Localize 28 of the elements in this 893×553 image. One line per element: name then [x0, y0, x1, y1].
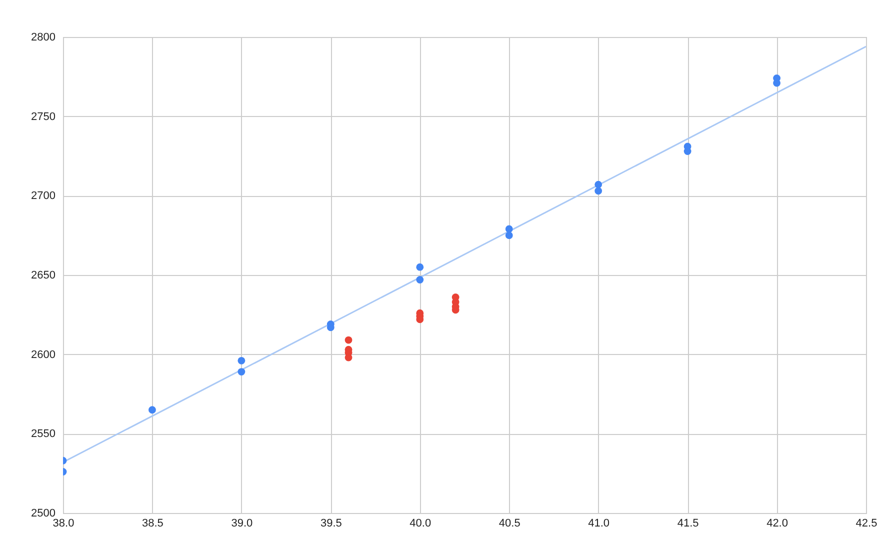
x-tick-label: 42.5 [856, 518, 878, 530]
x-tick-label: 40.0 [410, 518, 432, 530]
point [148, 406, 156, 414]
y-tick-label: 2600 [31, 348, 56, 361]
point [684, 148, 692, 155]
point [416, 263, 424, 271]
x-tick-label: 38.5 [142, 518, 164, 530]
point [594, 180, 602, 188]
x-tick-label: 39.5 [320, 518, 342, 530]
y-tick-label: 2750 [31, 110, 56, 123]
y-tick-label: 2700 [31, 190, 56, 202]
point [505, 232, 513, 240]
point [505, 225, 513, 233]
x-tick-label: 39.0 [231, 518, 253, 530]
x-tick-label: 41.5 [677, 518, 699, 530]
y-tick-label: 2550 [31, 428, 56, 440]
point [238, 368, 246, 376]
y-tick-label: 2650 [31, 270, 56, 282]
x-tick-label: 40.5 [498, 518, 520, 530]
y-tick-label: 2800 [31, 32, 56, 44]
x-tick-label: 38.0 [52, 518, 74, 530]
point [416, 276, 424, 284]
point [344, 336, 352, 344]
y-tick-label: 2500 [31, 508, 56, 520]
point [594, 187, 602, 195]
point [238, 356, 246, 364]
x-tick-label: 41.0 [588, 518, 610, 530]
x-tick-label: 42.0 [766, 518, 788, 530]
